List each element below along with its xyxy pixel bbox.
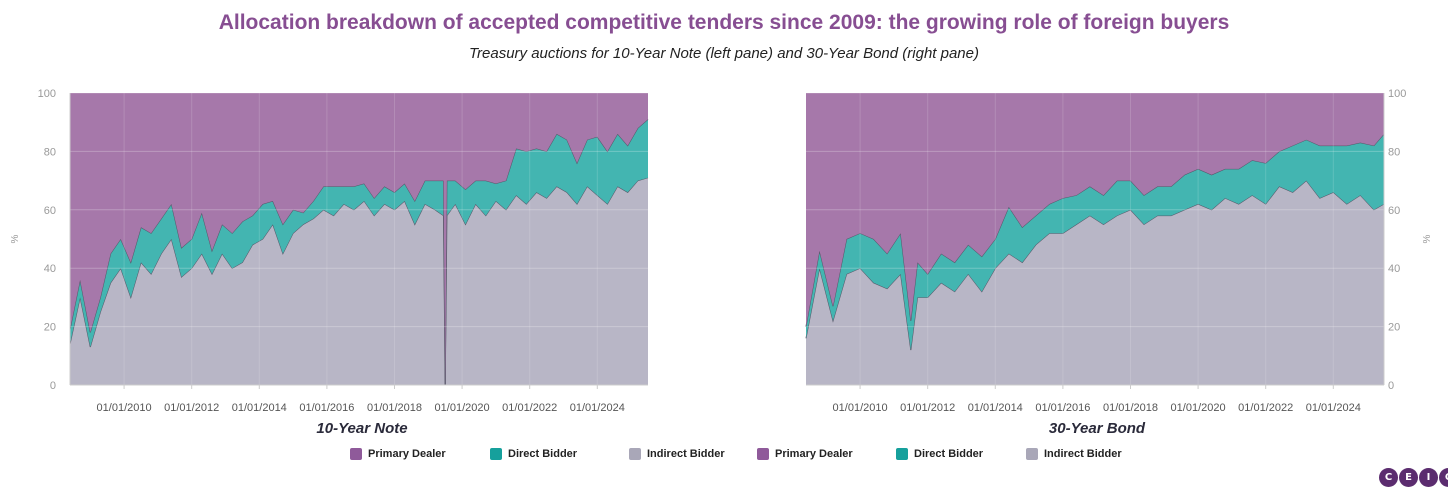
- area-direct-bidder: [806, 133, 1384, 350]
- x-tick-label: 01/01/2012: [900, 402, 955, 414]
- pane-title: 30-Year Bond: [1049, 420, 1146, 437]
- pane-title: 10-Year Note: [316, 420, 407, 437]
- y-tick-label: 40: [1388, 263, 1400, 275]
- legend-label: Indirect Bidder: [1044, 448, 1122, 460]
- legend-label: Direct Bidder: [508, 448, 578, 460]
- logo-letter: C: [1379, 468, 1398, 487]
- x-tick-label: 01/01/2012: [164, 402, 219, 414]
- chart-pane-1: 0 20 40 60 80 100% 01/01/2010 01/01/2012 01/01/2…: [10, 88, 649, 437]
- area-indirect-bidder: [806, 180, 1384, 385]
- x-tick-label: 01/01/2020: [435, 402, 490, 414]
- x-tick-label: 01/01/2010: [97, 402, 152, 414]
- area-primary-dealer: [806, 93, 1384, 327]
- y-tick-label: 60: [44, 205, 56, 217]
- legend-item-direct-bidder[interactable]: Direct Bidder: [490, 446, 577, 462]
- y-tick-label: 80: [44, 146, 56, 158]
- legend-item-primary-dealer[interactable]: Primary Dealer: [350, 446, 446, 462]
- legend-label: Primary Dealer: [775, 448, 853, 460]
- legend-item-indirect-bidder[interactable]: Indirect Bidder: [629, 446, 725, 462]
- legend-swatch: [350, 448, 362, 460]
- y-axis-label: %: [1422, 234, 1433, 243]
- legend-item-primary-dealer[interactable]: Primary Dealer: [757, 446, 853, 462]
- chart-subtitle: Treasury auctions for 10-Year Note (left…: [468, 45, 979, 62]
- x-tick-label: 01/01/2024: [570, 402, 625, 414]
- chart-title: Allocation breakdown of accepted competi…: [218, 11, 1230, 34]
- x-tick-label: 01/01/2018: [367, 402, 422, 414]
- y-tick-label: 40: [44, 263, 56, 275]
- x-tick-label: 01/01/2022: [1238, 402, 1293, 414]
- y-tick-label: 100: [1388, 88, 1406, 100]
- legend-swatch: [896, 448, 908, 460]
- logo-letter: I: [1419, 468, 1438, 487]
- x-tick-label: 01/01/2018: [1103, 402, 1158, 414]
- x-tick-label: 01/01/2016: [299, 402, 354, 414]
- legend-swatch: [757, 448, 769, 460]
- legend-item-indirect-bidder[interactable]: Indirect Bidder: [1026, 446, 1122, 462]
- y-tick-label: 20: [1388, 322, 1400, 334]
- y-tick-label: 80: [1388, 146, 1400, 158]
- legend-label: Indirect Bidder: [647, 448, 725, 460]
- chart-pane-2: 0 20 40 60 80 100% 01/01/2010 01/01/2012 01/01/2…: [805, 88, 1433, 437]
- legend-swatch: [490, 448, 502, 460]
- y-tick-label: 20: [44, 322, 56, 334]
- x-tick-label: 01/01/2014: [968, 402, 1023, 414]
- x-tick-label: 01/01/2010: [833, 402, 888, 414]
- y-axis-label: %: [10, 234, 21, 243]
- legend-label: Primary Dealer: [368, 448, 446, 460]
- legend-label: Direct Bidder: [914, 448, 984, 460]
- area-direct-bidder: [70, 119, 648, 386]
- x-tick-label: 01/01/2014: [232, 402, 287, 414]
- legend-swatch: [629, 448, 641, 460]
- area-indirect-bidder: [70, 177, 648, 385]
- y-tick-label: 100: [38, 88, 56, 100]
- legend-swatch: [1026, 448, 1038, 460]
- logo-letter: E: [1399, 468, 1418, 487]
- y-tick-label: 60: [1388, 205, 1400, 217]
- logo-letter: C: [1439, 468, 1448, 487]
- area-primary-dealer: [70, 93, 648, 385]
- x-tick-label: 01/01/2022: [502, 402, 557, 414]
- y-tick-label: 0: [50, 380, 56, 392]
- x-tick-label: 01/01/2024: [1306, 402, 1361, 414]
- x-tick-label: 01/01/2020: [1171, 402, 1226, 414]
- ceic-logo[interactable]: C E I C: [1379, 468, 1448, 487]
- y-tick-label: 0: [1388, 380, 1394, 392]
- x-tick-label: 01/01/2016: [1035, 402, 1090, 414]
- legend-item-direct-bidder[interactable]: Direct Bidder: [896, 446, 983, 462]
